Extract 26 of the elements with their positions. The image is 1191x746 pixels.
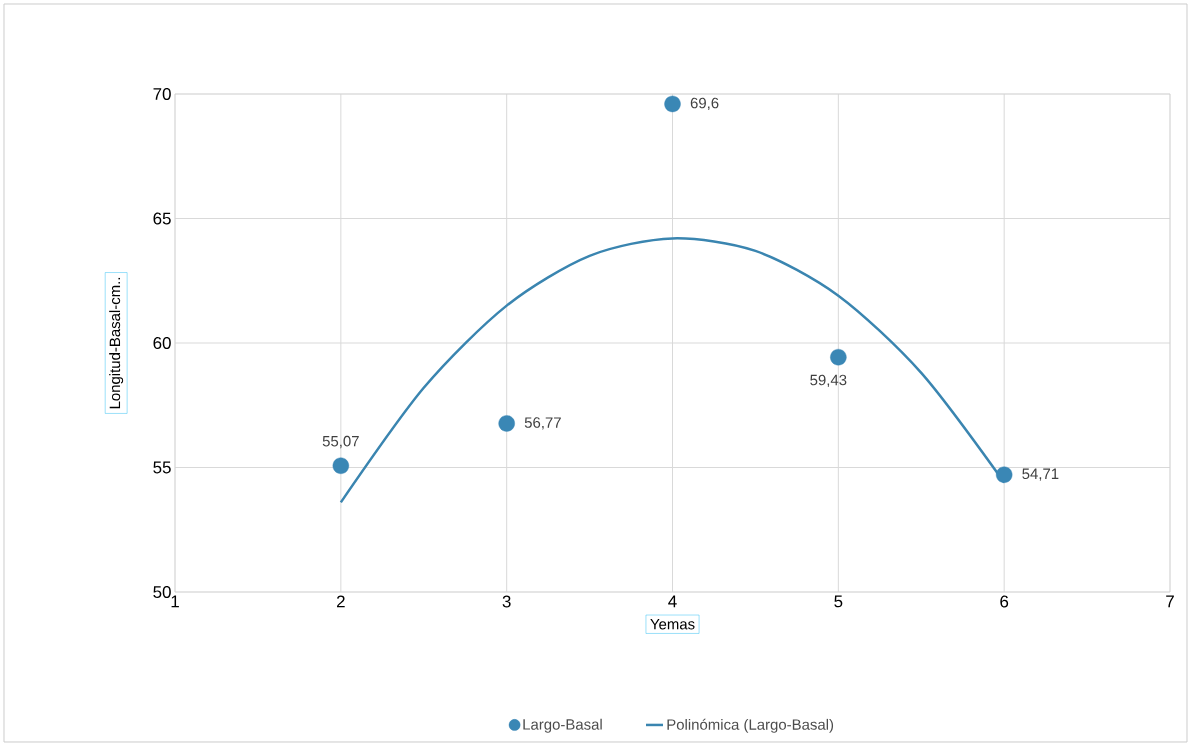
point	[995, 466, 1013, 483]
legend-label: Polinómica (Largo-Basal)	[667, 718, 834, 733]
y-tick-label: 50	[153, 585, 171, 598]
x-tick-label: 5	[834, 595, 843, 608]
data-label: 69,6	[690, 97, 719, 111]
point	[332, 457, 350, 474]
x-tick-label: 7	[1166, 595, 1174, 608]
y-tick-label: 55	[153, 461, 171, 474]
y-tick-label: 60	[153, 336, 171, 349]
x-tick-label: 6	[1000, 595, 1009, 608]
y-tick-label: 65	[153, 212, 171, 225]
point	[498, 415, 515, 432]
y-tick-label: 70	[153, 87, 171, 100]
data-label: 54,71	[1022, 468, 1059, 481]
x-tick-label: 1	[171, 595, 179, 608]
x-tick-label: 2	[336, 595, 345, 608]
x-axis-title: Yemas	[650, 619, 695, 630]
point	[830, 348, 847, 366]
x-tick-label: 4	[668, 595, 677, 608]
data-label: 59,43	[810, 374, 847, 388]
y-axis-title: Longitud-Basal-cm..	[109, 277, 124, 409]
legend-label: Largo-Basal	[523, 718, 602, 733]
data-label: 56,77	[524, 417, 561, 430]
data-label: 55,07	[322, 435, 359, 449]
x-tick-label: 3	[502, 595, 511, 608]
point	[664, 95, 681, 113]
